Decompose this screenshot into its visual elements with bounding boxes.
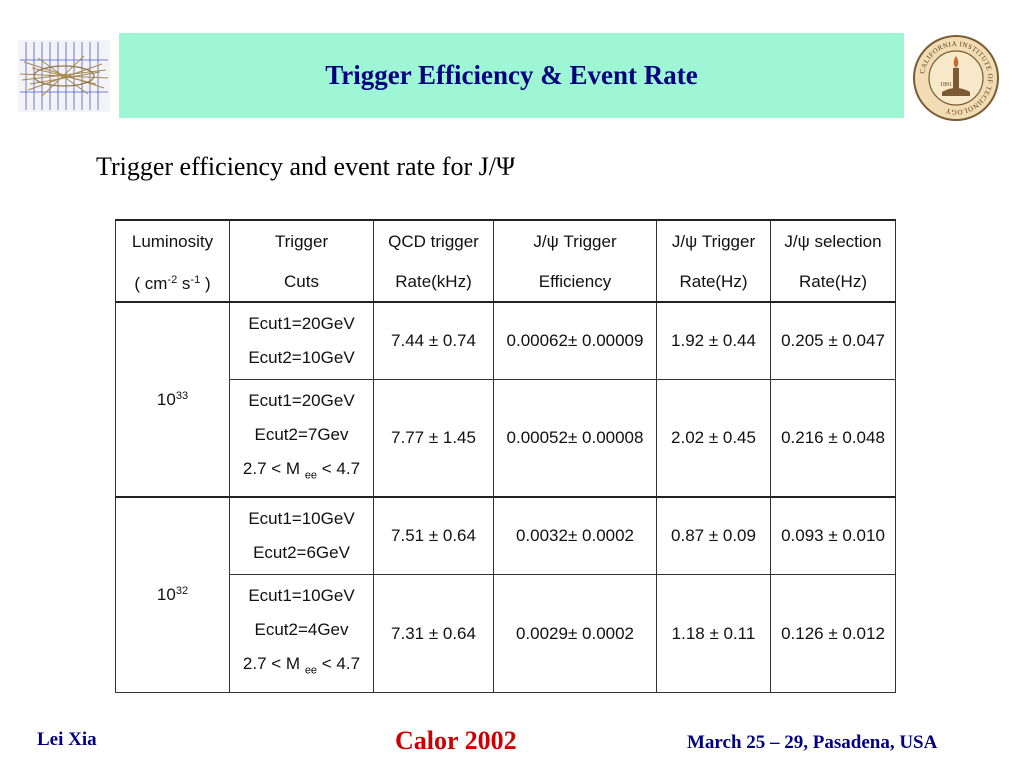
efficiency-cell: 0.00052± 0.00008 (493, 379, 657, 498)
luminosity-cell-10-32: 1032 (115, 496, 230, 693)
header-cuts: Cuts (229, 263, 374, 303)
cuts-cell: Ecut1=10GeV Ecut2=4Gev 2.7 < M ee < 4.7 (229, 574, 374, 693)
efficiency-cell: 0.0032± 0.0002 (493, 496, 657, 576)
footer-date-place: March 25 – 29, Pasadena, USA (687, 732, 938, 753)
header-luminosity: Luminosity (115, 219, 230, 263)
slide-title: Trigger Efficiency & Event Rate (325, 60, 698, 90)
selection-rate-cell: 0.093 ± 0.010 (770, 496, 896, 576)
header-selection: J/ψ selection (770, 219, 896, 263)
caltech-seal-logo: CALIFORNIA INSTITUTE OF TECHNOLOGY 1891 (913, 35, 999, 121)
qcd-rate-cell: 7.51 ± 0.64 (373, 496, 494, 576)
trigger-rate-table: Luminosity Trigger QCD trigger J/ψ Trigg… (115, 219, 896, 693)
table-row: 1033 Ecut1=20GeV Ecut2=10GeV 7.44 ± 0.74 … (115, 301, 896, 498)
cuts-cell: Ecut1=20GeV Ecut2=7Gev 2.7 < M ee < 4.7 (229, 379, 374, 498)
efficiency-cell: 0.00062± 0.00009 (493, 301, 657, 380)
trigger-rate-cell: 1.92 ± 0.44 (656, 301, 771, 380)
header-jpsi-efficiency-sub: Efficiency (493, 263, 657, 303)
qcd-rate-cell: 7.77 ± 1.45 (373, 379, 494, 498)
slide-subtitle: Trigger efficiency and event rate for J/… (96, 152, 516, 181)
table-row: Ecut1=10GeV Ecut2=4Gev 2.7 < M ee < 4.7 7.… (116, 574, 896, 693)
header-qcd-unit: Rate(kHz) (373, 263, 494, 303)
header-luminosity-unit: ( cm-2 s-1 ) (115, 263, 230, 303)
selection-rate-cell: 0.126 ± 0.012 (770, 574, 896, 693)
header-selection-unit: Rate(Hz) (770, 263, 896, 303)
results-table-frame: Luminosity Trigger QCD trigger J/ψ Trigg… (115, 219, 896, 693)
qcd-rate-cell: 7.31 ± 0.64 (373, 574, 494, 693)
cuts-cell: Ecut1=10GeV Ecut2=6GeV (229, 496, 374, 576)
table-row: 1032 Ecut1=10GeV Ecut2=6GeV 7.51 ± 0.64 0… (115, 496, 896, 693)
trigger-rate-cell: 2.02 ± 0.45 (656, 379, 771, 498)
trigger-rate-cell: 0.87 ± 0.09 (656, 496, 771, 576)
qcd-rate-cell: 7.44 ± 0.74 (373, 301, 494, 380)
selection-rate-cell: 0.216 ± 0.048 (770, 379, 896, 498)
header-jpsi-rate-unit: Rate(Hz) (656, 263, 771, 303)
cuts-cell: Ecut1=20GeV Ecut2=10GeV (229, 301, 374, 380)
header-jpsi-rate: J/ψ Trigger (656, 219, 771, 263)
title-banner: Trigger Efficiency & Event Rate (119, 33, 904, 118)
header-qcd: QCD trigger (373, 219, 494, 263)
table-row: Ecut1=20GeV Ecut2=7Gev 2.7 < M ee < 4.7 7.… (116, 379, 896, 498)
header-row-2: ( cm-2 s-1 ) Cuts Rate(kHz) Efficiency R… (115, 263, 896, 303)
svg-text:1891: 1891 (940, 82, 952, 88)
trigger-rate-cell: 1.18 ± 0.11 (656, 574, 771, 693)
selection-rate-cell: 0.205 ± 0.047 (770, 301, 896, 380)
header-trigger: Trigger (229, 219, 374, 263)
footer-conference: Calor 2002 (395, 726, 517, 755)
luminosity-cell-10-33: 1033 (115, 301, 230, 498)
header-row-1: Luminosity Trigger QCD trigger J/ψ Trigg… (115, 219, 896, 263)
footer-author: Lei Xia (37, 729, 97, 750)
header-jpsi-efficiency: J/ψ Trigger (493, 219, 657, 263)
efficiency-cell: 0.0029± 0.0002 (493, 574, 657, 693)
detector-event-logo (18, 40, 110, 112)
